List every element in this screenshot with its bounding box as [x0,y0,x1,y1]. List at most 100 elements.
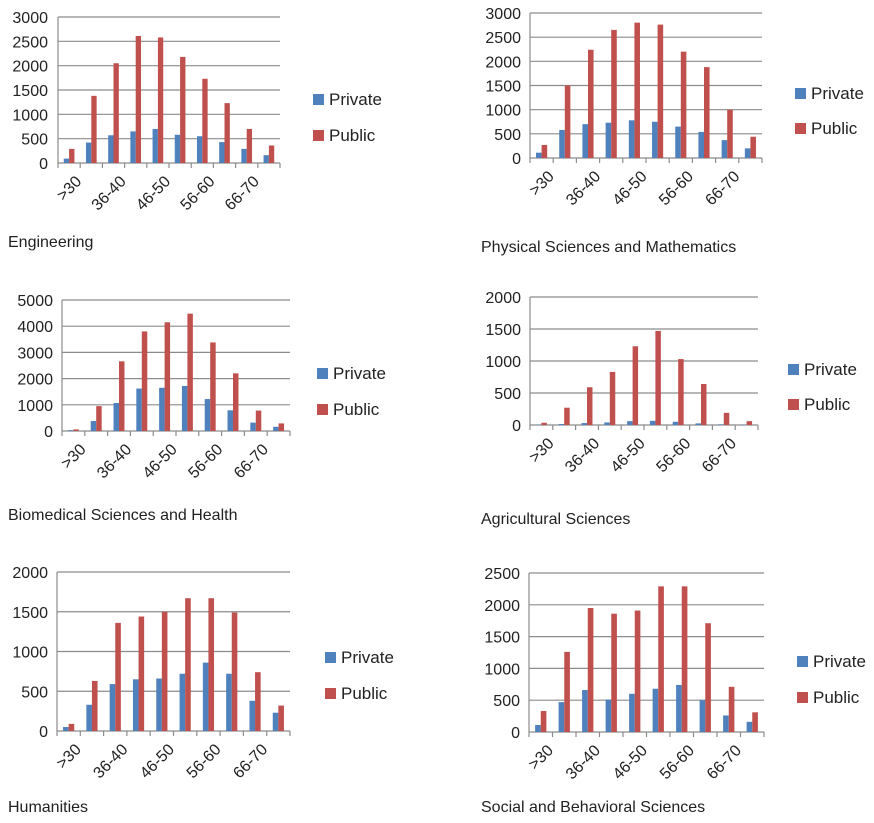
bar-public-9 [247,129,252,163]
bar-private-1 [68,430,73,431]
y-tick-label: 500 [493,693,520,710]
bar-public-4 [139,617,145,731]
y-tick-label: 0 [39,156,48,173]
bar-private-9 [241,149,246,163]
bar-private-1 [536,153,542,158]
bar-private-6 [175,135,180,163]
bar-public-9 [729,687,735,732]
bar-private-9 [249,701,255,731]
bar-public-8 [704,67,710,158]
legend-swatch-public [325,688,336,699]
x-tick-label: 46-50 [610,168,651,209]
legend-swatch-private [788,364,799,375]
y-tick-label: 2000 [12,565,48,582]
bar-public-4 [610,372,615,425]
bar-private-3 [582,423,587,425]
bar-public-3 [587,387,592,425]
bar-private-7 [203,663,209,731]
y-tick-label: 1000 [17,398,53,415]
bar-private-6 [180,674,186,731]
y-tick-label: 1500 [485,79,521,96]
y-tick-label: 1500 [12,83,48,100]
x-tick-label: 66-70 [231,441,272,482]
bar-private-2 [559,424,564,425]
bar-private-3 [108,135,113,163]
bar-public-2 [91,96,96,163]
y-tick-label: 2000 [484,598,520,615]
bar-public-6 [655,331,660,425]
legend-label-public: Public [329,126,376,145]
y-tick-label: 2500 [485,30,521,47]
legend-swatch-private [795,88,806,99]
bar-public-5 [633,346,638,425]
chart-title: Social and Behavioral Sciences [481,799,705,816]
x-tick-label: >30 [54,741,85,772]
y-tick-label: 1000 [485,103,521,120]
x-tick-label: 36-40 [563,168,604,209]
bar-public-10 [279,423,284,431]
legend-swatch-private [313,94,324,105]
bar-public-8 [232,613,238,731]
bar-private-3 [110,684,116,731]
x-tick-label: 36-40 [94,441,135,482]
x-tick-label: 36-40 [89,173,130,214]
bar-private-3 [582,124,588,158]
bar-private-2 [86,143,91,163]
bar-public-7 [202,79,207,163]
x-tick-label: 56-60 [656,168,697,209]
bar-private-7 [675,127,681,158]
y-tick-label: 500 [494,386,521,403]
bar-public-9 [727,110,733,158]
bar-public-5 [162,612,168,731]
bar-private-2 [86,705,92,731]
y-tick-label: 2500 [12,34,48,51]
chart-title: Humanities [8,799,88,816]
bar-private-4 [604,422,609,425]
bar-private-8 [228,410,233,431]
y-tick-label: 3000 [12,10,48,27]
y-tick-label: 2000 [12,59,48,76]
bar-public-7 [681,52,687,158]
y-tick-label: 1500 [12,605,48,622]
bar-public-10 [278,706,284,731]
y-tick-label: 0 [512,418,521,435]
x-tick-label: 66-70 [230,741,271,782]
legend-swatch-public [313,130,324,141]
bar-public-3 [588,608,594,732]
bar-public-3 [588,50,594,158]
bar-private-5 [156,679,162,731]
x-tick-label: 66-70 [699,435,740,476]
bar-public-3 [115,623,121,731]
y-tick-label: 0 [512,151,521,168]
bar-public-2 [96,406,101,431]
y-tick-label: 0 [44,424,53,441]
x-tick-label: >30 [527,168,558,199]
bar-public-10 [752,712,758,732]
chart-title: Agricultural Sciences [481,511,630,528]
bar-public-6 [658,25,664,158]
x-tick-label: >30 [54,173,85,204]
bar-private-8 [696,423,701,425]
y-tick-label: 1000 [484,661,520,678]
x-tick-label: 66-70 [704,742,745,783]
legend-swatch-private [325,652,336,663]
y-tick-label: 3000 [17,345,53,362]
bar-public-7 [210,342,215,431]
y-tick-label: 2000 [17,372,53,389]
y-tick-label: 1000 [12,107,48,124]
y-tick-label: 1500 [484,630,520,647]
bar-private-6 [653,689,659,732]
y-tick-label: 500 [494,127,521,144]
x-tick-label: 56-60 [653,435,694,476]
bar-public-10 [269,145,274,163]
x-tick-label: 36-40 [562,435,603,476]
legend-swatch-public [317,404,328,415]
x-tick-label: 46-50 [608,435,649,476]
bar-public-4 [611,30,617,158]
bar-private-4 [606,123,612,158]
x-tick-label: 46-50 [133,173,174,214]
bar-public-6 [658,586,664,732]
